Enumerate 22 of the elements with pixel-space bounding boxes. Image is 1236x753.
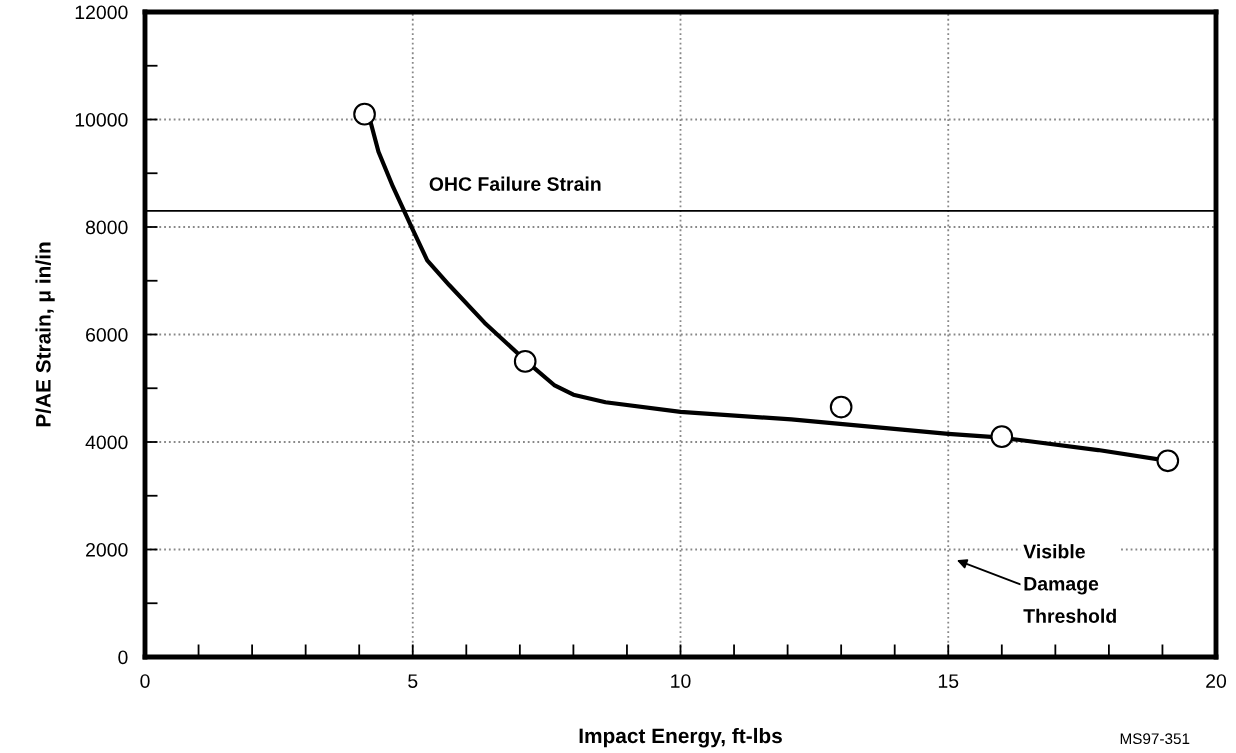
y-tick-label: 12000	[75, 5, 128, 20]
annotation: Visible Damage Threshold	[1023, 544, 1116, 623]
point	[513, 350, 537, 373]
point	[353, 102, 376, 126]
ref-line-label: OHC Failure Strain	[429, 176, 601, 191]
x-tick-label: 15	[938, 674, 959, 688]
y-tick-label: 2000	[86, 542, 128, 557]
y-tick-label: 4000	[85, 435, 128, 450]
point	[829, 395, 853, 419]
x-tick-label: 20	[1206, 674, 1227, 688]
point	[990, 425, 1014, 448]
y-tick-label: 6000	[86, 327, 128, 342]
x-axis-title: Impact Energy, ft-lbs	[579, 727, 782, 748]
x-tick-label: 0	[140, 674, 150, 688]
y-tick-label: 0	[118, 650, 128, 665]
x-tick-label: 5	[408, 674, 418, 688]
x-tick-label: 10	[671, 674, 691, 688]
point	[1156, 449, 1180, 473]
y-tick-label: 10000	[75, 112, 128, 127]
y-axis-title: P/AE Strain, μ in/in	[35, 242, 55, 427]
text: MS97-351	[1120, 733, 1190, 745]
y-tick-label: 8000	[85, 220, 128, 235]
